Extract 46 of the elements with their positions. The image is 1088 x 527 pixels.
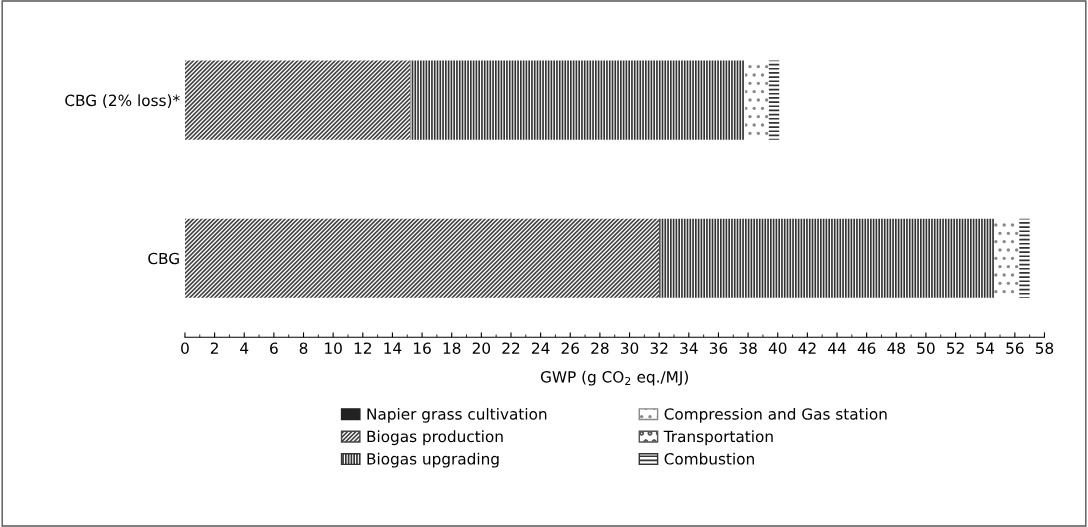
x-tick-label: 12	[354, 342, 371, 354]
x-tick-label: 36	[709, 342, 728, 354]
bar	[768, 60, 780, 140]
x-tick-label: 18	[443, 342, 461, 354]
x-tick-label: 40	[768, 342, 787, 354]
x-tick-label: 44	[828, 342, 846, 354]
legend-label: Compression and Gas station	[664, 407, 887, 423]
x-axis-title: GWP (g CO$_{2}$ eq./MJ)	[540, 370, 688, 386]
y-tick-label: CBG (2% loss)*	[65, 94, 180, 108]
x-tick-label: 8	[299, 342, 308, 354]
x-tick-label: 20	[472, 342, 491, 354]
x-tick-label: 0	[181, 342, 189, 354]
x-tick-label: 56	[1006, 342, 1024, 354]
x-tick-label: 46	[857, 342, 876, 354]
x-tick-label: 14	[384, 342, 402, 354]
x-tick-label: 16	[414, 342, 431, 354]
legend-label: Transportation	[663, 430, 773, 446]
legend-label: Napier grass cultivation	[367, 407, 547, 423]
x-tick-label: 38	[739, 342, 757, 354]
legend-label: Biogas production	[367, 430, 503, 446]
x-tick-label: 32	[650, 342, 668, 354]
x-tick-label: 6	[270, 342, 278, 354]
x-tick-label: 52	[947, 342, 964, 354]
x-tick-label: 34	[680, 342, 698, 354]
bar	[745, 60, 769, 140]
x-tick-label: 58	[1035, 342, 1054, 354]
x-tick-label: 28	[591, 342, 609, 354]
bar	[1019, 218, 1030, 298]
x-tick-label: 54	[976, 342, 995, 354]
x-tick-label: 2	[210, 342, 218, 354]
x-tick-label: 42	[798, 342, 816, 354]
bar	[410, 60, 746, 140]
x-tick-label: 4	[240, 342, 249, 354]
legend-label: Biogas upgrading	[367, 452, 499, 468]
x-tick-label: 22	[502, 342, 520, 354]
x-tick-label: 10	[325, 342, 342, 354]
x-tick-label: 24	[532, 342, 550, 354]
x-tick-label: 48	[887, 342, 905, 354]
legend-label: Combustion	[664, 452, 754, 465]
y-tick-label: CBG	[148, 252, 179, 265]
x-tick-label: 50	[917, 342, 935, 354]
x-tick-label: 26	[561, 342, 580, 354]
x-tick-label: 30	[620, 342, 639, 354]
bar	[659, 218, 995, 298]
bar	[184, 60, 411, 140]
bar	[184, 218, 660, 298]
